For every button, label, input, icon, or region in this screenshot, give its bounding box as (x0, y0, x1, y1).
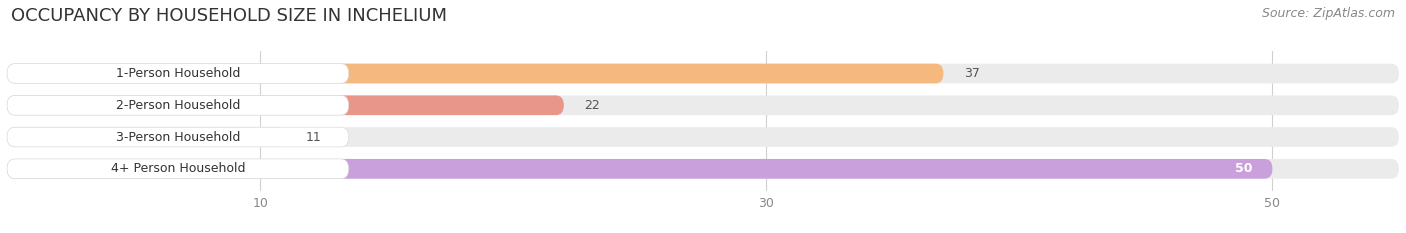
Text: 22: 22 (583, 99, 600, 112)
Text: 3-Person Household: 3-Person Household (115, 130, 240, 144)
FancyBboxPatch shape (7, 127, 349, 147)
Text: OCCUPANCY BY HOUSEHOLD SIZE IN INCHELIUM: OCCUPANCY BY HOUSEHOLD SIZE IN INCHELIUM (11, 7, 447, 25)
FancyBboxPatch shape (7, 159, 349, 179)
FancyBboxPatch shape (7, 64, 943, 83)
Text: 2-Person Household: 2-Person Household (115, 99, 240, 112)
Text: 11: 11 (305, 130, 322, 144)
FancyBboxPatch shape (7, 127, 1399, 147)
FancyBboxPatch shape (7, 96, 1399, 115)
Text: 37: 37 (963, 67, 980, 80)
Text: 4+ Person Household: 4+ Person Household (111, 162, 245, 175)
Text: 50: 50 (1234, 162, 1253, 175)
FancyBboxPatch shape (7, 96, 564, 115)
Text: 1-Person Household: 1-Person Household (115, 67, 240, 80)
Text: Source: ZipAtlas.com: Source: ZipAtlas.com (1261, 7, 1395, 20)
FancyBboxPatch shape (7, 159, 1272, 179)
FancyBboxPatch shape (7, 64, 1399, 83)
FancyBboxPatch shape (7, 127, 285, 147)
FancyBboxPatch shape (7, 159, 1399, 179)
FancyBboxPatch shape (7, 96, 349, 115)
FancyBboxPatch shape (7, 64, 349, 83)
